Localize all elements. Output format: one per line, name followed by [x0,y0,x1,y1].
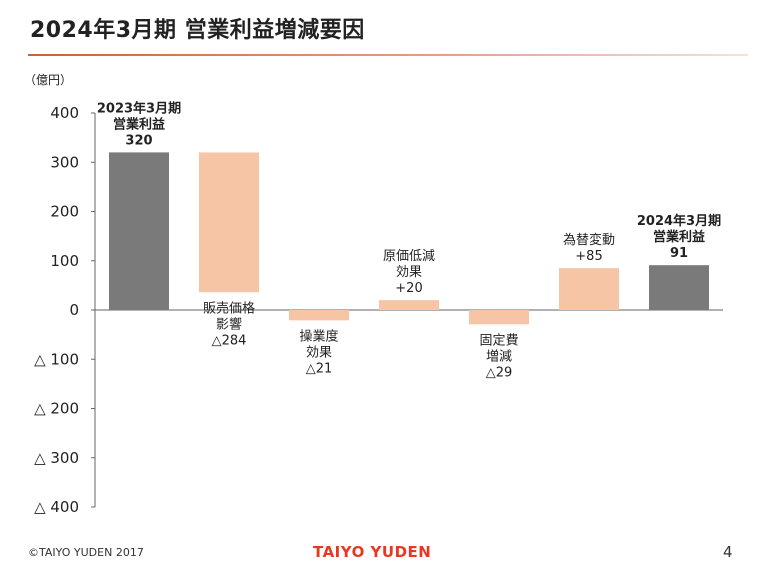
bar-category-label: 為替変動 [563,232,615,248]
bar-category-label: 増減 [486,348,512,364]
y-tick-label: 100 [50,252,79,270]
change-bar [559,268,619,310]
y-tick-label: 300 [50,153,79,171]
bar-value-label: 320 [125,133,152,148]
bar-value-label: △284 [212,333,247,348]
bar-category-label: 効果 [306,345,332,360]
change-bar [289,310,349,321]
bar-category-label: 販売価格 [203,300,255,316]
page-title: 2024年3月期 営業利益増減要因 [30,18,365,43]
change-bar [469,310,529,325]
page-number: 4 [723,543,733,561]
bar-category-label: 影響 [216,316,242,332]
bar-value-label: △21 [306,361,333,376]
y-tick-label: △ 100 [34,350,79,368]
change-bar [379,300,439,310]
y-tick-label: △ 300 [34,449,79,467]
bar-category-label: 固定費 [479,333,518,348]
bar-category-label: 2024年3月期 [637,213,721,229]
y-tick-label: △ 200 [34,400,79,418]
waterfall-chart: （億円） 400 300 200 100 0 △ 100 △ 200 △ 300 △ 400 202… [24,73,723,516]
bar-value-label: +85 [575,249,602,264]
y-tick-label: 0 [69,301,79,319]
title-divider [28,54,748,56]
total-bar [649,265,709,310]
bar-category-label: 原価低減 [383,248,435,264]
y-tick-label: △ 400 [34,498,79,516]
bar-value-label: +20 [395,281,422,296]
total-bar [109,152,169,310]
bar-category-label: 営業利益 [653,229,705,245]
y-tick-label: 200 [50,203,79,221]
bar-category-label: 効果 [396,265,422,280]
bar-category-label: 営業利益 [113,116,165,132]
y-tick-label: 400 [50,104,79,122]
copyright-text: ©TAIYO YUDEN 2017 [28,546,144,559]
brand-logo: TAIYO YUDEN [313,543,432,561]
change-bar [199,152,259,293]
bar-category-label: 2023年3月期 [97,100,181,116]
bar-value-label: 91 [670,246,688,261]
bar-category-label: 操業度 [299,328,338,344]
y-axis-unit-label: （億円） [24,73,72,87]
bar-value-label: △29 [486,365,513,380]
